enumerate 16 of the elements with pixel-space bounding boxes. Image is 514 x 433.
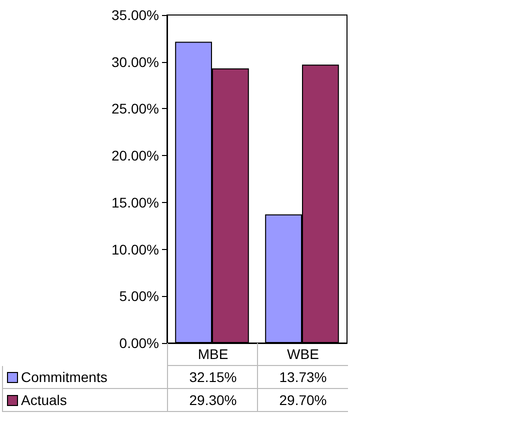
x-tick-label: MBE (167, 343, 258, 366)
y-tick-label: 0.00% (119, 335, 159, 351)
legend-label: Actuals (21, 392, 67, 408)
legend-label: Commitments (21, 369, 108, 385)
y-tick-label: 25.00% (112, 100, 159, 117)
y-tick-label: 30.00% (112, 54, 159, 70)
y-tick-label: 20.00% (112, 148, 159, 164)
y-tick-label: 5.00% (119, 288, 159, 304)
data-label: 29.70% (257, 389, 348, 412)
data-label: 32.15% (167, 366, 258, 389)
y-tick-label: 15.00% (112, 194, 159, 210)
y-tick-label: 10.00% (112, 241, 159, 258)
data-label: 29.30% (167, 389, 258, 412)
y-tick-label: 35.00% (112, 7, 159, 23)
x-tick-label: WBE (257, 343, 348, 366)
data-label: 13.73% (257, 366, 348, 389)
